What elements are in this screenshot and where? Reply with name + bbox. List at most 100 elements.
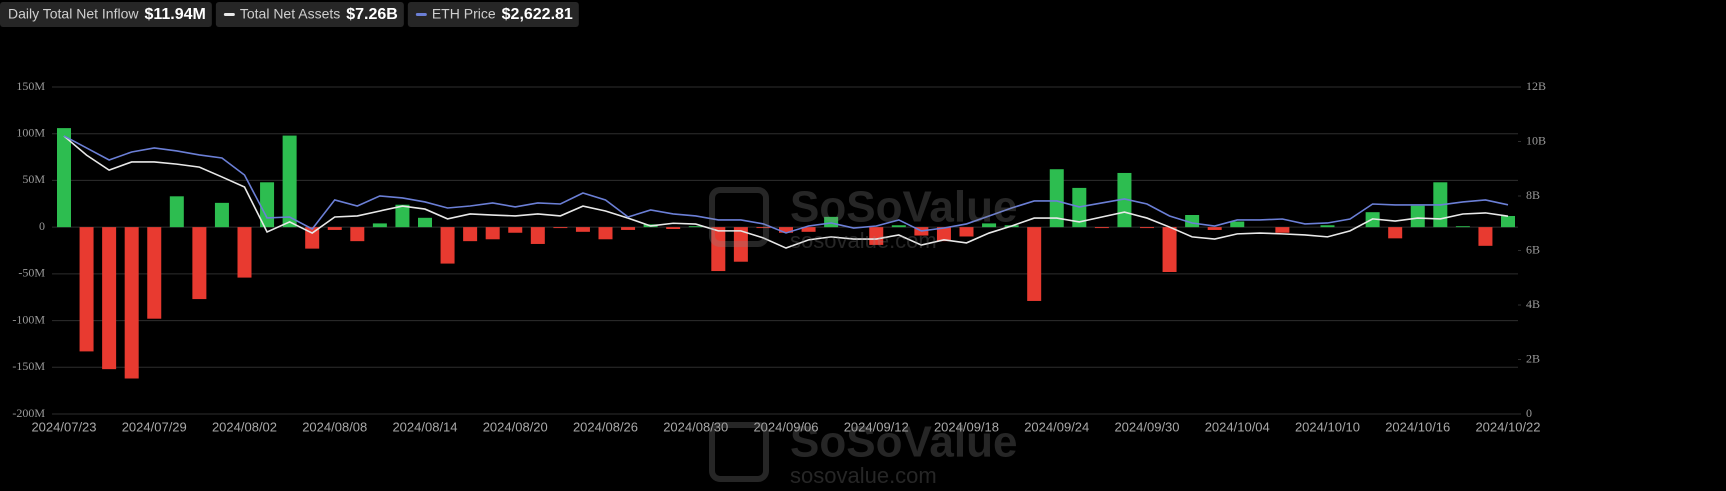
legend-value: $7.26B bbox=[346, 6, 398, 23]
bar bbox=[733, 227, 748, 262]
y-tick-label: -100M bbox=[12, 312, 45, 326]
bar bbox=[147, 227, 162, 319]
y2-tick-label: 0 bbox=[1526, 406, 1532, 420]
legend-value: $2,622.81 bbox=[502, 6, 573, 23]
x-tick-label: 2024/07/29 bbox=[122, 419, 187, 434]
bar bbox=[282, 135, 297, 228]
bar bbox=[598, 227, 613, 240]
bar bbox=[57, 128, 71, 228]
bar bbox=[824, 216, 839, 228]
x-tick-label: 2024/09/18 bbox=[934, 419, 999, 434]
x-tick-label: 2024/10/16 bbox=[1385, 419, 1450, 434]
bar bbox=[372, 223, 387, 228]
x-tick-label: 2024/08/14 bbox=[392, 419, 457, 434]
x-tick-label: 2024/08/30 bbox=[663, 419, 728, 434]
bar bbox=[508, 227, 523, 233]
y-tick-label: 100M bbox=[16, 125, 45, 139]
bar bbox=[891, 225, 906, 228]
y2-tick-label: 10B bbox=[1526, 133, 1546, 147]
legend-label: Total Net Assets bbox=[240, 6, 340, 22]
legend-value: $11.94M bbox=[144, 6, 205, 23]
bar bbox=[666, 227, 681, 230]
legend-swatch bbox=[223, 13, 235, 16]
bar bbox=[418, 217, 432, 228]
bar bbox=[79, 227, 94, 352]
legend-label: Daily Total Net Inflow bbox=[8, 6, 139, 22]
bar bbox=[102, 227, 117, 370]
bar bbox=[124, 227, 139, 379]
legend-item: Total Net Assets $7.26B bbox=[215, 2, 404, 27]
watermark-url: sosovalue.com bbox=[790, 463, 937, 486]
bar bbox=[779, 227, 793, 233]
x-tick-label: 2024/08/08 bbox=[302, 419, 367, 434]
bar bbox=[1162, 227, 1177, 272]
y-tick-label: 150M bbox=[16, 79, 45, 93]
bar bbox=[553, 227, 568, 229]
line bbox=[63, 135, 1509, 234]
x-tick-label: 2024/10/10 bbox=[1295, 419, 1360, 434]
bar bbox=[1094, 227, 1109, 229]
watermark-logo bbox=[709, 422, 769, 482]
bar bbox=[327, 227, 342, 230]
legend-swatch bbox=[415, 13, 427, 16]
x-tick-label: 2024/09/06 bbox=[753, 419, 818, 434]
bar bbox=[237, 227, 252, 278]
bar bbox=[1275, 227, 1290, 233]
y-tick-label: -50M bbox=[18, 266, 45, 280]
bar bbox=[1027, 227, 1042, 301]
watermark-url: sosovalue.com bbox=[790, 228, 937, 253]
bar bbox=[801, 227, 816, 232]
bar bbox=[463, 227, 478, 242]
y-tick-label: 0 bbox=[39, 219, 45, 233]
bar bbox=[1140, 227, 1154, 229]
y-tick-label: 50M bbox=[22, 172, 45, 186]
y2-tick-label: 12B bbox=[1526, 79, 1546, 93]
bar bbox=[1230, 221, 1245, 228]
x-tick-label: 2024/09/24 bbox=[1024, 419, 1089, 434]
bar bbox=[1049, 169, 1064, 228]
bar bbox=[1388, 227, 1403, 239]
bar bbox=[440, 227, 455, 264]
bar bbox=[756, 227, 771, 229]
x-tick-label: 2024/09/30 bbox=[1114, 419, 1179, 434]
bar bbox=[530, 227, 545, 244]
legend-item: ETH Price $2,622.81 bbox=[407, 2, 579, 27]
bar bbox=[711, 227, 726, 272]
x-tick-label: 2024/08/20 bbox=[483, 419, 548, 434]
bar bbox=[982, 223, 997, 228]
watermark: SoSoValue bbox=[790, 183, 1017, 232]
bar bbox=[869, 227, 884, 245]
legend-label: ETH Price bbox=[432, 6, 496, 22]
y-tick-label: -200M bbox=[12, 406, 45, 420]
bar bbox=[1207, 227, 1222, 230]
bar bbox=[305, 227, 320, 249]
legend-item: Daily Total Net Inflow $11.94M bbox=[0, 2, 212, 27]
y2-tick-label: 6B bbox=[1526, 242, 1540, 256]
legend-box bbox=[0, 2, 212, 27]
bar bbox=[621, 227, 636, 230]
y-tick-label: -150M bbox=[12, 359, 45, 373]
bar bbox=[1478, 227, 1493, 246]
y2-tick-label: 4B bbox=[1526, 297, 1540, 311]
bar bbox=[1320, 225, 1335, 228]
x-tick-label: 2024/09/12 bbox=[844, 419, 909, 434]
x-tick-label: 2024/08/02 bbox=[212, 419, 277, 434]
bar bbox=[214, 202, 229, 228]
bar bbox=[959, 227, 974, 237]
bar bbox=[575, 227, 590, 232]
bar bbox=[936, 227, 951, 242]
bar bbox=[395, 204, 410, 228]
x-tick-label: 2024/10/22 bbox=[1475, 419, 1540, 434]
x-tick-label: 2024/07/23 bbox=[31, 419, 96, 434]
line bbox=[63, 135, 1509, 249]
bar bbox=[350, 227, 365, 242]
watermark: SoSoValue bbox=[790, 418, 1017, 467]
watermark-logo bbox=[709, 187, 769, 247]
watermarks: SoSoValue sosovalue.com SoSoValue sosova… bbox=[709, 183, 1017, 488]
legend-box bbox=[215, 2, 404, 27]
x-tick-label: 2024/10/04 bbox=[1205, 419, 1270, 434]
bar bbox=[1501, 215, 1515, 228]
bar bbox=[260, 182, 275, 228]
bar bbox=[192, 227, 207, 300]
